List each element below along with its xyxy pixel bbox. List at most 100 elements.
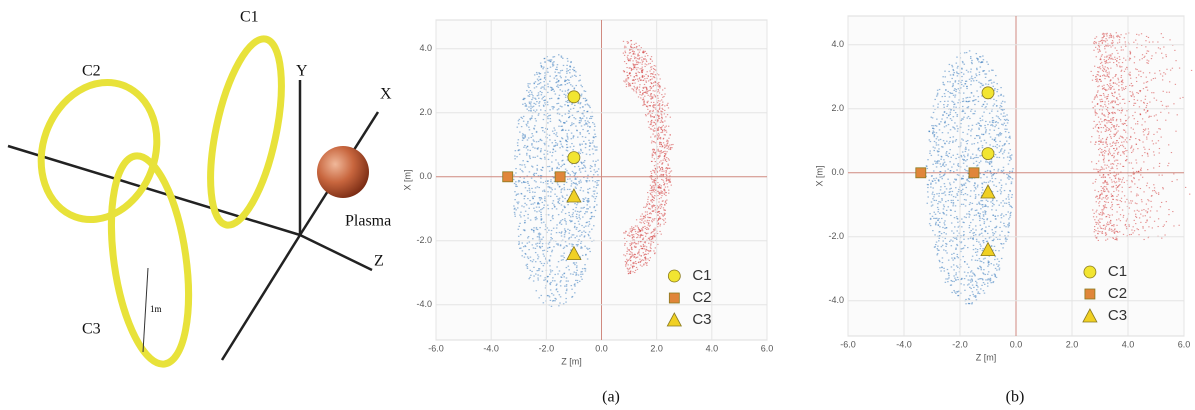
particle [984, 101, 986, 102]
particle [948, 277, 950, 278]
particle [648, 127, 649, 128]
particle [949, 81, 951, 82]
particle [549, 274, 551, 275]
particle [957, 67, 959, 68]
particle [995, 216, 997, 217]
particle [544, 191, 546, 192]
particle [958, 189, 960, 190]
particle [584, 235, 586, 236]
particle [665, 222, 666, 223]
particle [577, 244, 579, 245]
particle [937, 249, 939, 250]
particle [934, 200, 936, 201]
particle [1100, 101, 1101, 102]
particle [635, 75, 636, 76]
particle [647, 201, 648, 202]
particle [530, 101, 532, 102]
particle [631, 228, 632, 229]
particle [950, 74, 952, 75]
particle [1122, 62, 1123, 63]
particle [973, 95, 975, 96]
particle [560, 285, 562, 286]
particle [540, 214, 542, 215]
particle [557, 291, 559, 292]
particle [969, 101, 971, 102]
particle [1096, 36, 1097, 37]
particle [1009, 136, 1011, 137]
particle [653, 141, 654, 142]
particle [540, 139, 542, 140]
particle [1141, 210, 1142, 211]
particle [584, 264, 586, 265]
particle [580, 274, 582, 275]
particle [636, 60, 637, 61]
particle [582, 216, 584, 217]
particle [1104, 116, 1105, 117]
particle [641, 95, 642, 96]
particle [671, 185, 672, 186]
particle [534, 125, 536, 126]
particle [1001, 103, 1003, 104]
particle [643, 222, 644, 223]
particle [1006, 119, 1008, 120]
particle [1122, 145, 1123, 146]
particle [522, 137, 524, 138]
particle [1138, 71, 1139, 72]
particle [955, 187, 957, 188]
particle [670, 147, 671, 148]
particle [968, 267, 970, 268]
particle [629, 268, 630, 269]
particle [992, 200, 994, 201]
particle [627, 55, 628, 56]
particle [669, 145, 670, 146]
particle [627, 247, 628, 248]
particle [574, 166, 576, 167]
particle [667, 186, 668, 187]
particle [576, 270, 578, 271]
particle [1147, 153, 1148, 154]
particle [958, 166, 960, 167]
particle [945, 233, 947, 234]
particle [949, 191, 951, 192]
particle [1097, 228, 1098, 229]
particle [643, 88, 644, 89]
particle [547, 122, 549, 123]
particle [557, 198, 559, 199]
particle [552, 89, 554, 90]
particle [1000, 119, 1002, 120]
particle [1115, 145, 1116, 146]
particle [655, 161, 656, 162]
particle [526, 124, 528, 125]
particle [666, 132, 667, 133]
particle [526, 265, 528, 266]
particle [1115, 59, 1116, 60]
particle [556, 145, 558, 146]
particle [957, 66, 959, 67]
particle [1133, 177, 1134, 178]
particle [596, 182, 598, 183]
particle [956, 230, 958, 231]
particle [957, 154, 959, 155]
particle [649, 203, 650, 204]
particle [958, 295, 960, 296]
particle [540, 88, 542, 89]
particle [631, 44, 632, 45]
particle [968, 116, 970, 117]
particle [646, 246, 647, 247]
particle [662, 111, 663, 112]
particle [961, 241, 963, 242]
particle [662, 191, 663, 192]
particle [519, 215, 521, 216]
particle [1143, 88, 1144, 89]
particle [664, 190, 665, 191]
particle [523, 147, 525, 148]
particle [1001, 170, 1003, 171]
particle [957, 102, 959, 103]
particle [547, 60, 549, 61]
particle [667, 103, 668, 104]
particle [581, 94, 583, 95]
particle [666, 180, 667, 181]
particle [970, 238, 972, 239]
particle [979, 162, 981, 163]
particle [579, 145, 581, 146]
